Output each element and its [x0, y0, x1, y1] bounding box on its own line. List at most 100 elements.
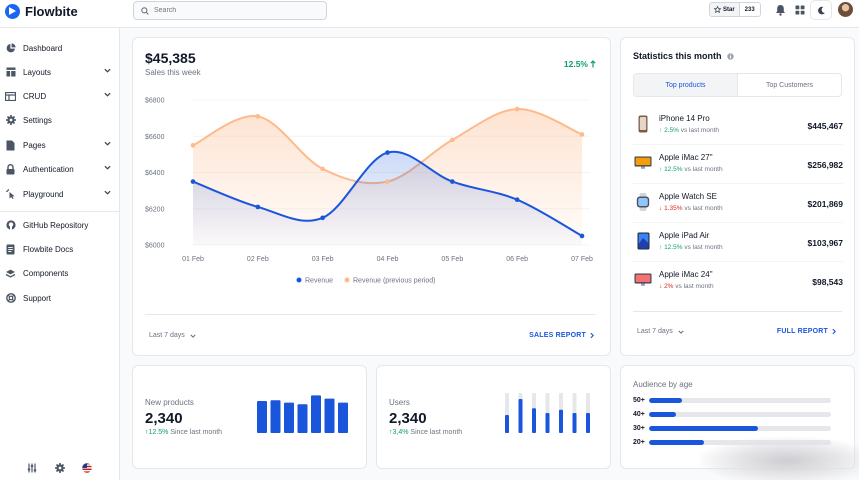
sidebar-item-github-repository[interactable]: GitHub Repository — [0, 215, 120, 235]
statistics-range-label: Last 7 days — [637, 328, 673, 335]
search-input[interactable] — [154, 7, 314, 14]
sidebar-item-label: GitHub Repository — [23, 220, 89, 230]
sales-value: $45,385 — [145, 50, 196, 66]
data-point — [385, 179, 390, 184]
users-card: Users 2,340 ↑3,4% Since last month — [376, 365, 611, 469]
sidebar-item-components[interactable]: Components — [0, 263, 120, 283]
product-row[interactable]: Apple iMac 27" ↑ 12.5% vs last month $25… — [633, 145, 843, 184]
sales-subtitle: Sales this week — [145, 68, 201, 77]
gear-icon[interactable] — [53, 461, 67, 475]
bar — [505, 415, 509, 433]
lock-icon — [5, 163, 16, 175]
new-products-value: 2,340 — [145, 410, 183, 427]
data-point — [255, 114, 261, 119]
sidebar-item-authentication[interactable]: Authentication — [0, 159, 120, 179]
arrow-up-icon — [590, 60, 596, 68]
ipad-icon — [634, 232, 652, 250]
tab-top-products[interactable]: Top products — [634, 74, 738, 96]
apps-grid-icon[interactable] — [795, 5, 805, 15]
product-price: $103,967 — [807, 238, 843, 248]
new-products-change-value: 12.5% — [148, 429, 169, 436]
x-tick-label: 05 Feb — [441, 256, 463, 263]
sales-range-dropdown[interactable]: Last 7 days — [149, 332, 196, 339]
data-point — [579, 132, 585, 137]
product-change-value: 1.35% — [664, 205, 683, 212]
bar — [572, 413, 577, 433]
product-row[interactable]: Apple iMac 24" ↓ 2% vs last month $98,54… — [633, 262, 843, 301]
bar — [338, 402, 348, 433]
bar — [284, 402, 294, 433]
sidebar-item-label: Dashboard — [23, 43, 63, 53]
sales-report-link[interactable]: SALES REPORT — [529, 332, 594, 339]
us-flag-icon[interactable] — [80, 461, 94, 475]
data-point — [514, 106, 520, 112]
product-change: ↑ 12.5% vs last month — [659, 244, 723, 251]
info-icon[interactable] — [726, 52, 734, 60]
sliders-icon[interactable] — [25, 461, 39, 475]
product-change-suffix: vs last month — [684, 166, 723, 173]
x-tick-label: 02 Feb — [247, 256, 269, 263]
search-icon — [141, 6, 149, 15]
bell-icon[interactable] — [775, 4, 786, 16]
full-report-label: FULL REPORT — [776, 328, 828, 335]
product-name: Apple iMac 27" — [659, 153, 713, 162]
iphone-icon — [634, 115, 652, 133]
product-price: $256,982 — [807, 160, 843, 170]
document-icon — [5, 244, 16, 255]
full-report-link[interactable]: FULL REPORT — [777, 328, 836, 335]
sidebar-item-support[interactable]: Support — [0, 288, 120, 308]
sales-chart[interactable]: $6800 $6600 $6400 $6200 $6000 01 Feb 02 Feb 03 … — [133, 88, 610, 313]
product-name: Apple iPad Air — [659, 231, 710, 240]
users-title: Users — [389, 398, 410, 407]
github-star-button[interactable]: Star 233 — [709, 2, 761, 17]
data-point — [320, 166, 325, 172]
sidebar-item-label: CRUD — [23, 91, 47, 101]
sidebar-item-dashboard[interactable]: Dashboard — [0, 38, 120, 58]
sidebar-item-flowbite-docs[interactable]: Flowbite Docs — [0, 239, 120, 259]
sidebar-item-label: Pages — [23, 140, 46, 150]
audience-row: 50+ — [633, 395, 831, 405]
sales-card: $45,385 Sales this week 12.5% $6800 $6600… — [132, 37, 611, 356]
sidebar-item-layouts[interactable]: Layouts — [0, 62, 120, 82]
product-row[interactable]: Apple Watch SE ↓ 1.35% vs last month $20… — [633, 184, 843, 223]
user-avatar[interactable] — [838, 2, 853, 17]
statistics-header: Statistics this month — [633, 51, 734, 61]
blurred-overlay — [700, 437, 859, 480]
sidebar-item-settings[interactable]: Settings — [0, 110, 120, 130]
components-icon — [5, 268, 16, 279]
sidebar-item-crud[interactable]: CRUD — [0, 86, 120, 106]
sidebar-item-pages[interactable]: Pages — [0, 135, 120, 155]
up-arrow-icon: ↑ — [659, 244, 663, 251]
product-price: $98,543 — [812, 277, 843, 287]
sidebar-item-label: Support — [23, 293, 52, 303]
layout-icon — [5, 67, 16, 78]
chevron-down-icon — [104, 68, 111, 73]
users-value: 2,340 — [389, 410, 427, 427]
statistics-range-dropdown[interactable]: Last 7 days — [637, 328, 684, 335]
statistics-card: Statistics this month Top products Top C… — [620, 37, 855, 356]
sidebar-item-label: Flowbite Docs — [23, 244, 74, 254]
product-row[interactable]: iPhone 14 Pro ↑ 2.5% vs last month $445,… — [633, 106, 843, 145]
product-row[interactable]: Apple iPad Air ↑ 12.5% vs last month $10… — [633, 223, 843, 262]
audience-row-label: 50+ — [633, 396, 645, 404]
tab-top-customers[interactable]: Top Customers — [765, 81, 814, 89]
new-products-card: New products 2,340 ↑12.5% Since last mon… — [132, 365, 367, 469]
y-tick-label: $6800 — [145, 98, 165, 105]
bar — [586, 413, 590, 433]
audience-row: 30+ — [633, 423, 831, 433]
sales-change-value: 12.5% — [563, 59, 588, 69]
audience-row: 40+ — [633, 409, 831, 419]
sidebar-item-playground[interactable]: Playground — [0, 184, 120, 204]
star-icon — [714, 6, 721, 13]
search-box[interactable] — [133, 1, 327, 20]
product-change: ↓ 2% vs last month — [659, 283, 714, 290]
dark-mode-toggle[interactable] — [810, 0, 832, 20]
chevron-down-icon — [678, 330, 684, 334]
product-price: $445,467 — [807, 121, 843, 131]
y-tick-label: $6400 — [145, 170, 165, 177]
users-change: ↑3,4% Since last month — [389, 429, 462, 436]
logo[interactable]: Flowbite — [5, 4, 78, 19]
product-change: ↑ 12.5% vs last month — [659, 166, 723, 173]
chevron-down-icon — [190, 334, 196, 338]
x-tick-label: 03 Feb — [312, 256, 334, 263]
